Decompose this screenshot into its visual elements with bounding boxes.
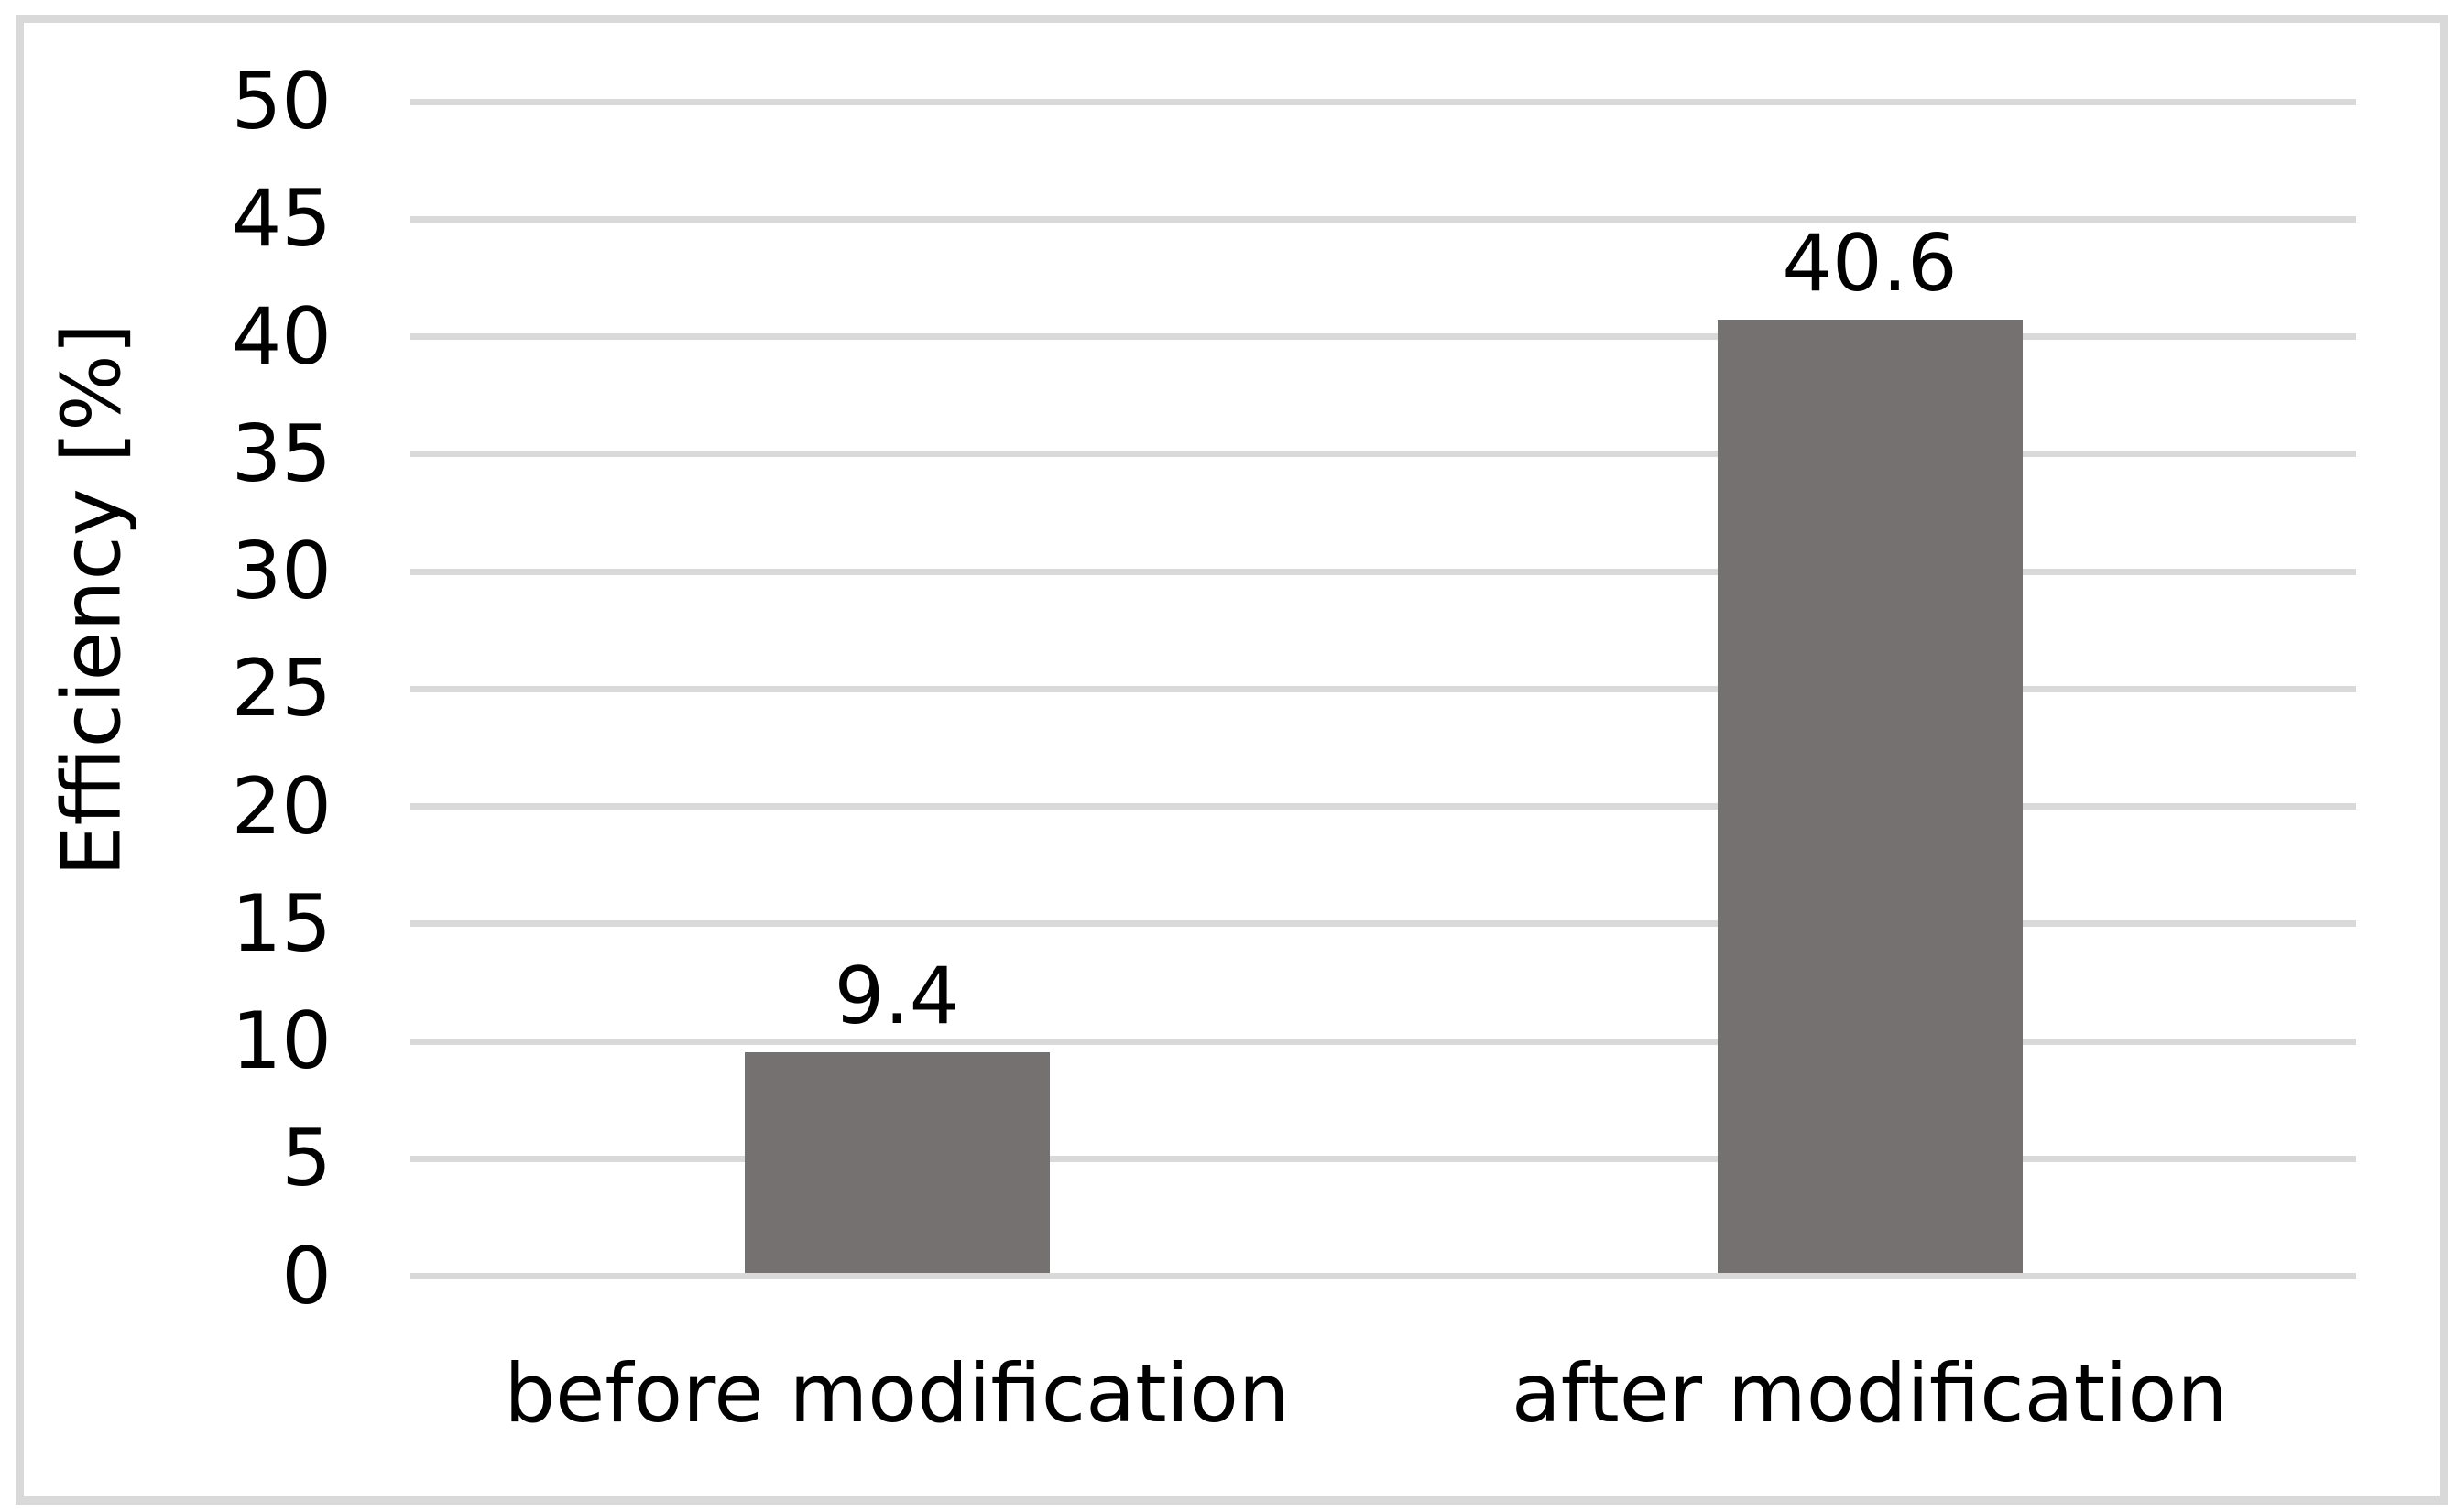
y-tick-label-5: 5 — [281, 1113, 332, 1205]
gridline-20 — [410, 803, 2356, 810]
x-label-before-modification: before modification — [504, 1346, 1290, 1441]
gridline-40 — [410, 333, 2356, 340]
x-label-after-modification: after modification — [1511, 1346, 2229, 1441]
y-tick-label-40: 40 — [231, 290, 332, 383]
y-tick-label-45: 45 — [231, 173, 332, 266]
gridline-15 — [410, 920, 2356, 928]
gridline-25 — [410, 685, 2356, 692]
gridline-0 — [410, 1273, 2356, 1279]
chart-outer-border — [16, 15, 2448, 1505]
gridline-30 — [410, 568, 2356, 575]
y-tick-label-15: 15 — [231, 877, 332, 970]
bar-after-modification — [1717, 320, 2023, 1274]
y-tick-label-0: 0 — [281, 1230, 332, 1322]
bar-before-modification — [744, 1052, 1050, 1274]
y-tick-label-20: 20 — [231, 760, 332, 853]
data-label-after-modification: 40.6 — [1782, 218, 1958, 310]
y-tick-label-50: 50 — [231, 56, 332, 147]
y-tick-label-30: 30 — [231, 526, 332, 617]
gridline-10 — [410, 1038, 2356, 1045]
y-tick-label-10: 10 — [231, 995, 332, 1087]
gridline-50 — [410, 98, 2356, 105]
gridline-35 — [410, 451, 2356, 458]
data-label-before-modification: 9.4 — [834, 951, 960, 1043]
gridline-45 — [410, 215, 2356, 223]
y-tick-label-25: 25 — [231, 643, 332, 735]
y-tick-label-35: 35 — [231, 408, 332, 500]
gridline-5 — [410, 1155, 2356, 1162]
